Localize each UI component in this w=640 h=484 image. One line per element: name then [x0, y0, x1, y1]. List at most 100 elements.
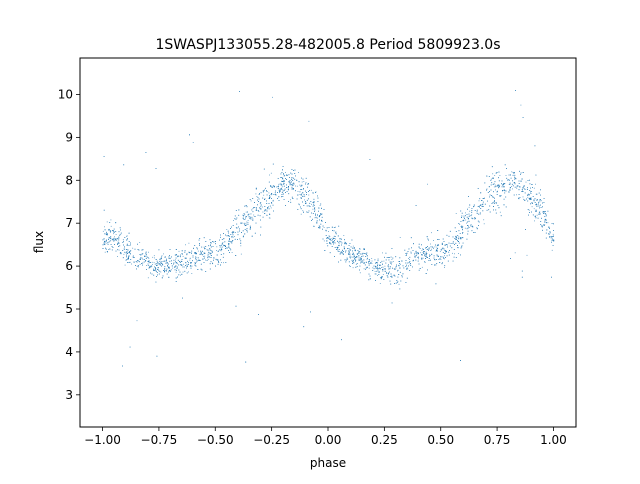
data-point	[188, 251, 190, 253]
data-point	[319, 216, 320, 217]
data-point	[543, 202, 545, 203]
data-point	[130, 242, 131, 244]
data-point	[123, 248, 125, 250]
data-point	[545, 222, 547, 223]
data-point	[439, 251, 441, 252]
data-point	[419, 248, 421, 249]
data-point	[503, 184, 505, 185]
data-point	[431, 232, 432, 234]
data-point	[269, 174, 270, 176]
data-point	[319, 205, 321, 206]
data-point	[113, 233, 114, 235]
data-point	[321, 213, 323, 215]
data-point	[421, 254, 423, 255]
data-point	[471, 217, 473, 219]
data-point	[444, 244, 446, 246]
data-point	[404, 249, 406, 251]
data-point	[466, 222, 467, 224]
data-point	[300, 198, 302, 199]
data-point	[428, 260, 430, 261]
data-point	[323, 240, 325, 242]
data-point	[270, 172, 272, 174]
data-point	[143, 259, 145, 260]
data-point	[509, 183, 511, 185]
data-point	[228, 250, 229, 251]
data-point	[212, 263, 214, 265]
data-point	[292, 198, 294, 199]
data-point	[276, 186, 278, 188]
data-point	[510, 258, 511, 259]
data-point	[552, 238, 553, 240]
data-point	[437, 245, 439, 246]
data-point	[529, 183, 531, 185]
data-point	[327, 237, 329, 239]
data-point	[359, 269, 360, 271]
data-point	[396, 281, 398, 283]
data-point	[209, 249, 211, 251]
data-point	[399, 237, 401, 238]
data-point	[244, 229, 246, 230]
data-point	[390, 276, 392, 277]
data-point	[524, 192, 526, 194]
data-point	[190, 267, 192, 269]
data-point	[515, 178, 517, 180]
data-point	[462, 232, 463, 234]
data-point	[215, 243, 216, 245]
data-point	[505, 206, 507, 208]
data-point	[484, 182, 486, 184]
data-point	[243, 215, 244, 217]
data-point	[360, 259, 362, 261]
data-point	[535, 209, 537, 211]
data-point	[197, 257, 199, 259]
data-point	[255, 187, 257, 189]
data-point	[174, 267, 176, 268]
data-point	[496, 185, 498, 187]
data-point	[265, 187, 266, 189]
data-point	[368, 279, 370, 281]
data-point	[525, 229, 526, 230]
data-point	[329, 239, 331, 240]
data-point	[155, 267, 156, 269]
data-point	[399, 263, 401, 264]
data-point	[168, 268, 170, 269]
data-point	[175, 271, 177, 273]
data-point	[139, 242, 141, 243]
data-point	[436, 255, 438, 257]
data-point	[445, 244, 447, 245]
data-point	[476, 213, 478, 214]
data-point	[252, 211, 254, 213]
data-point	[212, 241, 213, 242]
data-point	[525, 188, 527, 190]
data-point	[537, 217, 539, 219]
data-point	[536, 206, 538, 207]
data-point	[222, 243, 224, 245]
data-point	[258, 198, 260, 200]
data-point	[345, 251, 346, 253]
data-point	[106, 251, 108, 252]
data-point	[332, 237, 334, 239]
data-point	[183, 263, 184, 265]
data-point	[176, 269, 177, 271]
data-point	[400, 280, 402, 282]
data-point	[244, 224, 245, 226]
data-point	[260, 219, 261, 221]
data-point	[500, 195, 502, 197]
data-point	[301, 184, 303, 186]
data-point	[426, 254, 427, 256]
data-point	[424, 261, 425, 262]
data-point	[460, 237, 461, 239]
data-point	[132, 247, 134, 249]
data-point	[181, 273, 183, 275]
data-point	[326, 238, 328, 239]
data-point	[107, 234, 108, 236]
data-point	[351, 239, 353, 241]
data-point	[503, 204, 505, 206]
data-point	[229, 248, 231, 249]
data-point	[184, 257, 186, 259]
data-point	[291, 185, 293, 187]
data-point	[520, 180, 522, 182]
data-point	[480, 204, 482, 206]
data-point	[505, 196, 507, 198]
data-point	[110, 236, 112, 238]
data-point	[290, 199, 291, 201]
